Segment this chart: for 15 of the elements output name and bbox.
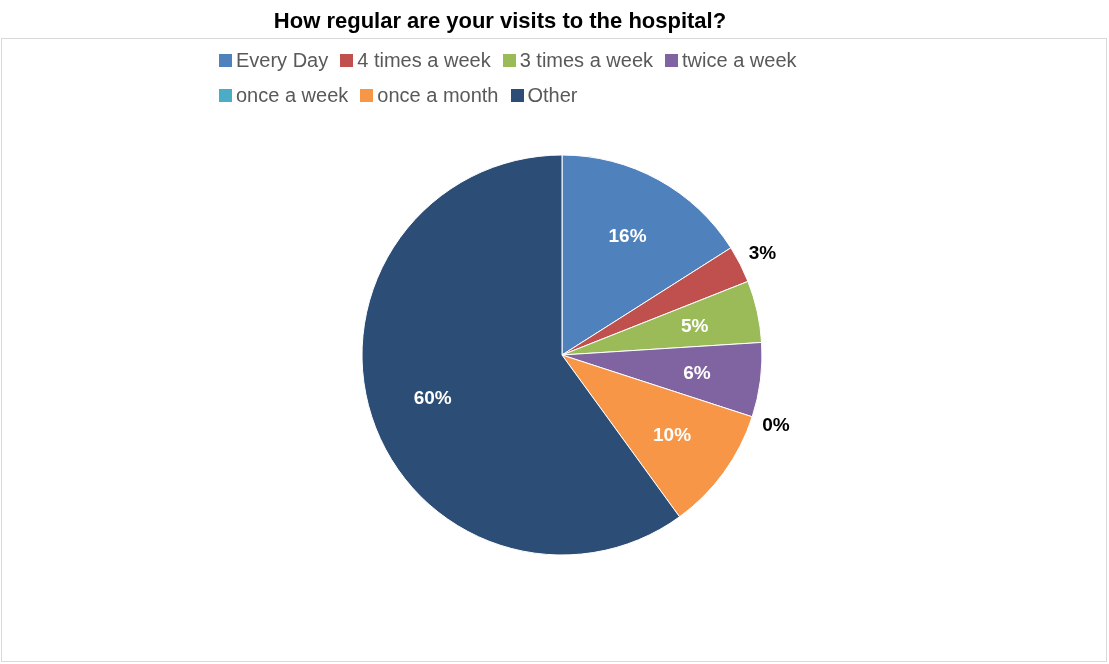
legend-label: Every Day bbox=[236, 49, 329, 72]
data-label: 10% bbox=[653, 424, 692, 446]
legend-label: Other bbox=[527, 84, 578, 107]
text: 0% bbox=[762, 414, 790, 436]
data-label: 60% bbox=[413, 386, 452, 408]
chart-title: How regular are your visits to the hospital? bbox=[272, 8, 728, 35]
legend-label: 4 times a week bbox=[357, 49, 491, 72]
legend-label: twice a week bbox=[682, 49, 797, 72]
data-label: 5% bbox=[680, 314, 709, 336]
data-label: 3% bbox=[748, 242, 777, 264]
legend-label: once a week bbox=[236, 84, 349, 107]
data-label: 6% bbox=[683, 361, 711, 383]
data-label: 16% bbox=[608, 225, 647, 247]
legend-label: once a month bbox=[377, 84, 499, 107]
legend-label: 3 times a week bbox=[519, 49, 654, 72]
